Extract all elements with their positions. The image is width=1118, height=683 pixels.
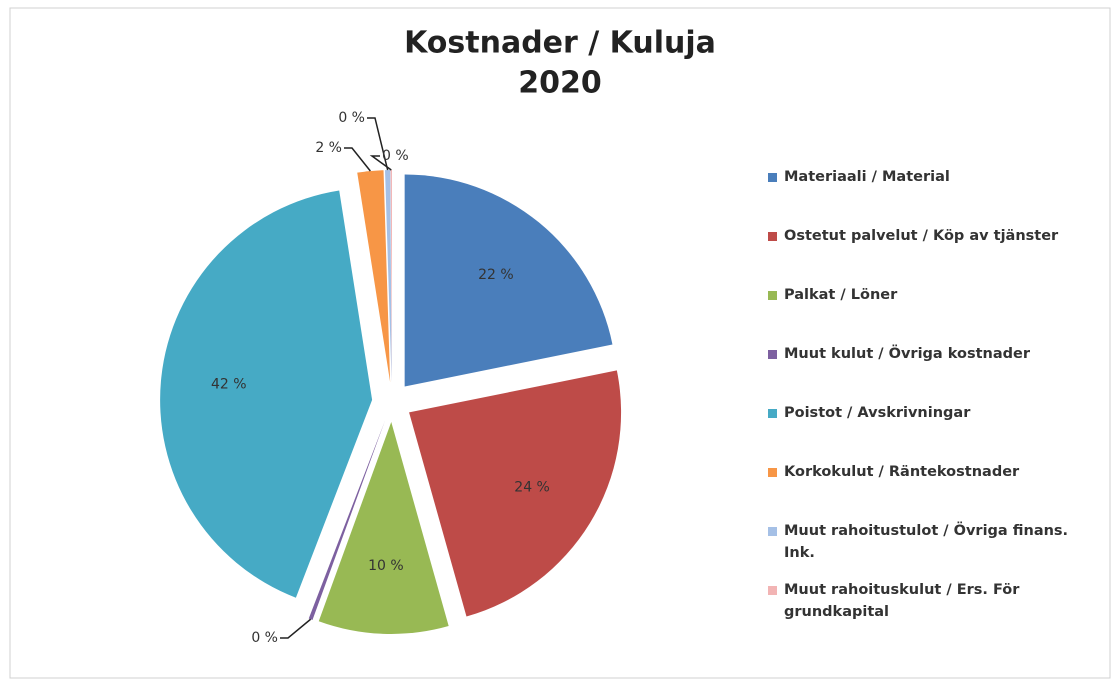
data-label: 22 %	[478, 267, 514, 283]
pie-slice	[160, 190, 373, 598]
legend-label: Palkat / Löner	[784, 287, 898, 303]
legend-swatch	[768, 291, 777, 300]
legend-label: Muut rahoituskulut / Ers. För grundkapit…	[784, 582, 1020, 620]
legend-swatch	[768, 409, 777, 418]
legend-label: Poistot / Avskrivningar	[784, 405, 971, 421]
data-label: 42 %	[211, 377, 247, 393]
legend-swatch	[768, 173, 777, 182]
data-label: 2 %	[315, 140, 342, 156]
legend-item: Palkat / Löner	[768, 284, 1098, 343]
legend-item: Ostetut palvelut / Köp av tjänster	[768, 225, 1098, 284]
legend-item: Muut rahoitustulot / Övriga finans. Ink.	[768, 520, 1098, 579]
pie-slice	[390, 170, 392, 383]
data-label: 0 %	[382, 148, 409, 164]
legend-item: Muut rahoituskulut / Ers. För grundkapit…	[768, 579, 1098, 638]
leader-line	[344, 147, 371, 172]
data-label: 24 %	[514, 480, 550, 496]
leader-line	[280, 618, 312, 639]
legend-swatch	[768, 527, 777, 536]
legend-item: Muut kulut / Övriga kostnader	[768, 343, 1098, 402]
legend-label: Ostetut palvelut / Köp av tjänster	[784, 228, 1059, 244]
legend-label: Muut rahoitustulot / Övriga finans. Ink.	[784, 523, 1069, 561]
legend-swatch	[768, 586, 777, 595]
legend-swatch	[768, 232, 777, 241]
chart-subtitle: 2020	[518, 66, 602, 101]
data-label: 0 %	[251, 630, 278, 646]
data-label: 10 %	[368, 558, 404, 574]
legend-swatch	[768, 468, 777, 477]
legend-item: Materiaali / Material	[768, 166, 1098, 225]
legend-label: Muut kulut / Övriga kostnader	[784, 346, 1030, 362]
legend-label: Korkokulut / Räntekostnader	[784, 464, 1020, 480]
legend-label: Materiaali / Material	[784, 169, 950, 185]
pie-slice	[404, 174, 613, 387]
leader-line	[369, 155, 392, 171]
chart-title: Kostnader / Kuluja	[404, 26, 716, 61]
pie-slice	[357, 170, 391, 383]
legend-item: Korkokulut / Räntekostnader	[768, 461, 1098, 520]
data-label: 0 %	[338, 110, 365, 126]
legend-swatch	[768, 350, 777, 359]
pie-slice	[308, 420, 385, 620]
pie-slice	[318, 421, 449, 634]
legend-item: Poistot / Avskrivningar	[768, 402, 1098, 461]
pie-slice	[409, 370, 622, 617]
leader-line	[367, 117, 389, 171]
pie-slice	[385, 170, 392, 383]
legend: Materiaali / Material Ostetut palvelut / …	[768, 166, 1098, 638]
